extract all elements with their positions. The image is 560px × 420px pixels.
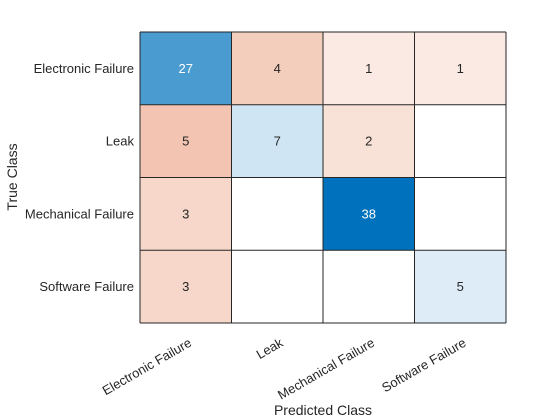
matrix-cell-leak-leak [231, 104, 323, 178]
matrix-cell-mechanical-failure-mechanical-failure [323, 177, 415, 251]
matrix-cell-mechanical-failure-software-failure [414, 177, 506, 251]
cell-value-label: 38 [362, 206, 376, 221]
matrix-cell-software-failure-mechanical-failure [323, 250, 415, 323]
y-tick-label-mechanical-failure: Mechanical Failure [25, 206, 134, 221]
x-tick-label-software-failure: Software Failure [379, 335, 468, 395]
matrix-cell-electronic-failure-electronic-failure [140, 32, 232, 105]
matrix-cell-electronic-failure-leak [231, 32, 323, 105]
cell-value-label: 1 [457, 61, 464, 76]
matrix-cell-electronic-failure-mechanical-failure [323, 32, 415, 105]
cell-value-label: 7 [274, 134, 281, 149]
x-axis-title: Predicted Class [274, 402, 372, 418]
cell-value-label: 2 [365, 134, 372, 149]
y-axis-title: True Class [4, 143, 20, 210]
y-tick-label-leak: Leak [106, 134, 135, 149]
x-tick-label-mechanical-failure: Mechanical Failure [275, 335, 377, 403]
cell-value-label: 3 [182, 279, 189, 294]
cell-value-label: 5 [182, 134, 189, 149]
matrix-cell-leak-mechanical-failure [323, 104, 415, 178]
x-tick-label-electronic-failure: Electronic Failure [100, 335, 194, 398]
matrix-cell-software-failure-leak [231, 250, 323, 323]
matrix-cell-electronic-failure-software-failure [414, 32, 506, 105]
matrix-cell-software-failure-software-failure [414, 250, 506, 323]
cell-value-label: 4 [274, 61, 281, 76]
y-axis-tick-labels: Electronic Failure Leak Mechanical Failure… [25, 61, 135, 294]
matrix-cell-leak-electronic-failure [140, 104, 232, 178]
matrix-cell-mechanical-failure-electronic-failure [140, 177, 232, 251]
matrix-cell-labels: 27 4 1 1 5 7 2 3 38 3 5 [179, 61, 464, 294]
cell-value-label: 5 [457, 279, 464, 294]
y-tick-label-software-failure: Software Failure [39, 279, 134, 294]
cell-value-label: 3 [182, 206, 189, 221]
matrix-cell-leak-software-failure [414, 104, 506, 178]
matrix-cell-software-failure-electronic-failure [140, 250, 232, 323]
matrix-cell-mechanical-failure-leak [231, 177, 323, 251]
matrix-cells [140, 32, 506, 323]
cell-value-label: 1 [365, 61, 372, 76]
y-tick-label-electronic-failure: Electronic Failure [34, 61, 134, 76]
matrix-grid [139, 31, 507, 324]
x-tick-label-leak: Leak [254, 335, 286, 362]
cell-value-label: 27 [179, 61, 193, 76]
